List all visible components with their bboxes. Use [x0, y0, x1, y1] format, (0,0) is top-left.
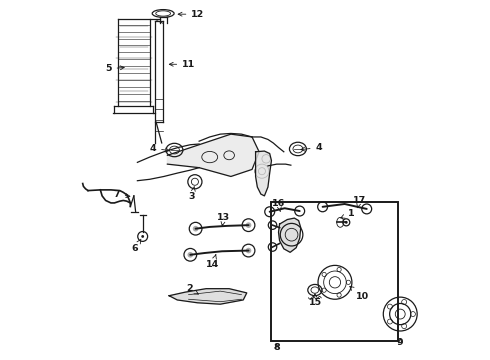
Bar	[271, 202, 398, 341]
Text: 16: 16	[272, 199, 286, 211]
Circle shape	[193, 226, 198, 231]
Text: 6: 6	[132, 239, 141, 253]
Text: 9: 9	[397, 338, 404, 347]
Text: 2: 2	[186, 284, 198, 294]
Text: 4: 4	[301, 143, 322, 152]
Text: 13: 13	[217, 212, 230, 226]
Polygon shape	[278, 218, 301, 252]
Circle shape	[141, 235, 144, 238]
Text: 15: 15	[309, 294, 322, 307]
Text: 12: 12	[178, 10, 205, 19]
Text: 14: 14	[206, 255, 219, 269]
Circle shape	[245, 248, 251, 253]
Circle shape	[188, 252, 193, 258]
Circle shape	[245, 222, 251, 228]
Text: 4: 4	[149, 144, 170, 153]
Text: 8: 8	[273, 343, 280, 352]
Circle shape	[345, 221, 348, 224]
Polygon shape	[256, 151, 271, 196]
Polygon shape	[169, 289, 247, 304]
Text: 5: 5	[105, 64, 124, 73]
Polygon shape	[168, 134, 259, 176]
Text: 3: 3	[189, 187, 196, 202]
Text: 17: 17	[353, 196, 367, 208]
Text: 10: 10	[350, 287, 368, 301]
Text: 7: 7	[113, 190, 130, 199]
Text: 1: 1	[341, 209, 354, 218]
Text: 11: 11	[170, 60, 196, 69]
